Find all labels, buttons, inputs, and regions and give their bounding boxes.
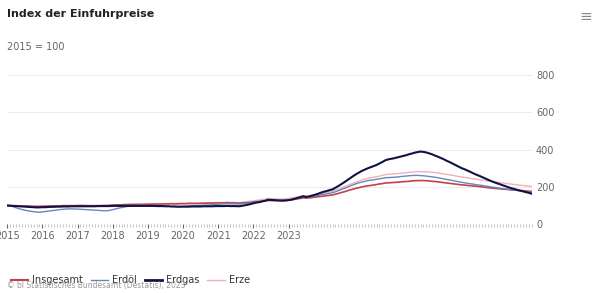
Text: Index der Einfuhrpreise: Index der Einfuhrpreise: [7, 9, 154, 19]
Text: ≡: ≡: [579, 9, 592, 24]
Legend: Insgesamt, Erdöl, Erdgas, Erze: Insgesamt, Erdöl, Erdgas, Erze: [7, 271, 254, 289]
Text: 2015 = 100: 2015 = 100: [7, 42, 65, 52]
Text: © bl Statistisches Bundesamt (Destatis), 2023: © bl Statistisches Bundesamt (Destatis),…: [7, 281, 186, 290]
